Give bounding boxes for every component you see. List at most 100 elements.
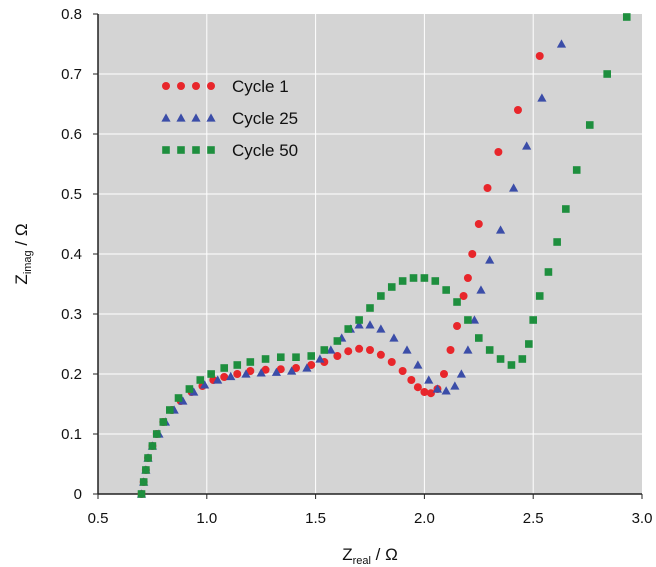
data-point bbox=[174, 394, 183, 402]
data-point bbox=[495, 225, 506, 234]
tick-labels: 0.5 1.0 1.5 2.0 2.5 3.0 0 0.1 0.2 0.3 0.4 0.5 0.6 0.7… bbox=[61, 6, 652, 527]
data-point bbox=[426, 389, 435, 398]
grid-lines bbox=[98, 14, 642, 494]
data-point bbox=[241, 369, 251, 378]
data-point bbox=[420, 388, 429, 396]
data-point bbox=[389, 333, 399, 342]
data-point bbox=[178, 396, 188, 405]
legend-marker bbox=[177, 146, 185, 154]
data-point bbox=[556, 39, 567, 48]
y-tick-label: 0.5 bbox=[61, 186, 82, 203]
data-point bbox=[424, 375, 434, 384]
data-point bbox=[463, 345, 473, 354]
data-point bbox=[468, 250, 477, 258]
data-point bbox=[256, 368, 266, 377]
data-point bbox=[585, 121, 594, 129]
data-point bbox=[233, 370, 242, 378]
data-point bbox=[387, 358, 396, 366]
legend-marker bbox=[191, 113, 201, 122]
legend-marker bbox=[207, 82, 215, 90]
series-cycle-50 bbox=[137, 13, 631, 498]
data-point bbox=[213, 375, 223, 384]
legend-entry: Cycle 1 bbox=[162, 77, 289, 96]
x-tick-label: 2.0 bbox=[414, 510, 435, 527]
y-tick-label: 0.3 bbox=[61, 306, 82, 323]
data-point bbox=[494, 148, 503, 156]
data-point bbox=[463, 274, 472, 282]
data-point bbox=[529, 316, 537, 324]
y-axis-label-unit: / Ω bbox=[12, 223, 31, 250]
data-point bbox=[535, 292, 544, 300]
y-axis-label: Zimag / Ω bbox=[12, 223, 34, 284]
data-point bbox=[276, 353, 285, 361]
data-point bbox=[159, 418, 168, 426]
x-axis-label-main: Z bbox=[342, 545, 352, 564]
data-point bbox=[355, 344, 364, 353]
data-point bbox=[476, 285, 486, 294]
data-points bbox=[136, 13, 631, 498]
x-tick-label: 3.0 bbox=[632, 510, 653, 527]
data-point bbox=[366, 346, 374, 354]
data-point bbox=[483, 184, 492, 192]
x-tick-label: 0.5 bbox=[88, 510, 109, 527]
data-point bbox=[431, 277, 440, 285]
data-point bbox=[166, 406, 174, 414]
data-point bbox=[233, 361, 242, 369]
y-tick-label: 0 bbox=[74, 486, 82, 503]
data-point bbox=[496, 355, 505, 363]
legend-entry: Cycle 25 bbox=[161, 109, 298, 128]
data-point bbox=[377, 292, 385, 300]
data-point bbox=[413, 360, 423, 369]
axes bbox=[93, 13, 643, 499]
data-point bbox=[518, 355, 527, 363]
data-point bbox=[185, 385, 194, 393]
data-point bbox=[469, 315, 480, 324]
data-point bbox=[398, 367, 407, 375]
legend-marker bbox=[162, 146, 170, 154]
legend: Cycle 1 Cycle 25 Cycle 50 bbox=[161, 77, 298, 160]
legend-marker bbox=[176, 113, 186, 122]
legend-marker bbox=[207, 146, 215, 154]
data-point bbox=[292, 353, 300, 361]
data-point bbox=[344, 347, 353, 356]
data-point bbox=[453, 322, 462, 330]
data-point bbox=[475, 334, 483, 342]
data-point bbox=[450, 381, 460, 390]
data-point bbox=[326, 345, 336, 354]
data-point bbox=[354, 320, 364, 329]
data-point bbox=[142, 466, 150, 474]
legend-marker bbox=[192, 82, 200, 90]
data-point bbox=[522, 141, 532, 150]
data-point bbox=[572, 166, 581, 174]
y-tick-label: 0.1 bbox=[61, 426, 82, 443]
x-tick-label: 1.5 bbox=[305, 510, 326, 527]
data-point bbox=[441, 386, 451, 395]
legend-marker bbox=[192, 146, 200, 154]
data-point bbox=[509, 183, 519, 192]
data-point bbox=[464, 316, 472, 324]
data-point bbox=[302, 363, 312, 372]
data-point bbox=[553, 238, 561, 246]
data-point bbox=[355, 316, 363, 324]
data-point bbox=[226, 371, 236, 381]
data-point bbox=[148, 442, 157, 450]
data-point bbox=[507, 361, 516, 369]
legend-entry: Cycle 50 bbox=[162, 141, 298, 160]
y-tick-label: 0.6 bbox=[61, 126, 82, 143]
x-axis-label-unit: / Ω bbox=[371, 545, 398, 564]
data-point bbox=[189, 387, 199, 396]
legend-marker bbox=[162, 82, 170, 90]
data-point bbox=[432, 384, 443, 393]
data-point bbox=[413, 383, 422, 392]
y-axis-label-main: Z bbox=[12, 274, 31, 284]
y-tick-label: 0.8 bbox=[61, 6, 82, 23]
data-point bbox=[453, 298, 461, 306]
data-point bbox=[333, 352, 342, 360]
data-point bbox=[220, 364, 229, 372]
data-point bbox=[622, 13, 631, 21]
x-axis-label-sub: real bbox=[353, 555, 371, 567]
y-axis-label-sub: imag bbox=[22, 250, 34, 274]
data-point bbox=[200, 380, 210, 389]
data-point bbox=[246, 367, 255, 375]
